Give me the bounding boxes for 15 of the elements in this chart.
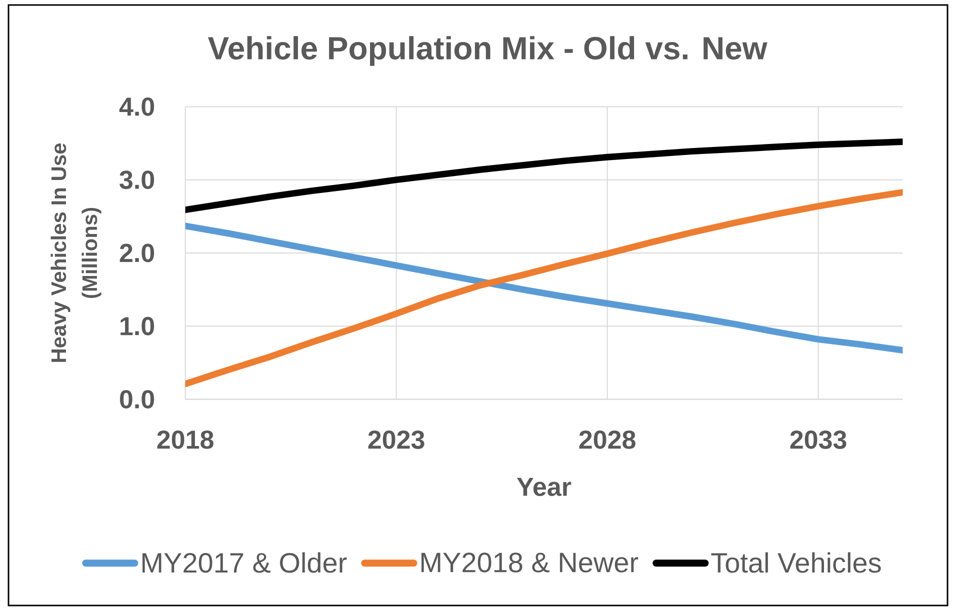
x-axis-title: Year xyxy=(516,478,572,496)
x-tick-label: 2023 xyxy=(368,430,424,449)
legend-label: Total Vehicles xyxy=(711,552,881,573)
legend-label: MY2018 & Newer xyxy=(421,552,638,572)
y-axis-title: Heavy Vehicles In Use (Millions) xyxy=(50,143,102,362)
x-tick-label: 2028 xyxy=(579,430,636,449)
x-tick-label: 2018 xyxy=(157,430,214,449)
y-tick-label: 4.0 xyxy=(119,97,154,116)
chart-title: Vehicle Population Mix - Old vs. New xyxy=(208,36,768,66)
y-tick-label: 0.0 xyxy=(120,390,154,408)
y-tick-label: 1.0 xyxy=(120,316,154,336)
x-tick-label: 2033 xyxy=(790,430,846,449)
y-tick-label: 2.0 xyxy=(120,244,154,262)
y-tick-label: 3.0 xyxy=(120,170,154,190)
legend-label: MY2017 & Older xyxy=(142,552,347,573)
